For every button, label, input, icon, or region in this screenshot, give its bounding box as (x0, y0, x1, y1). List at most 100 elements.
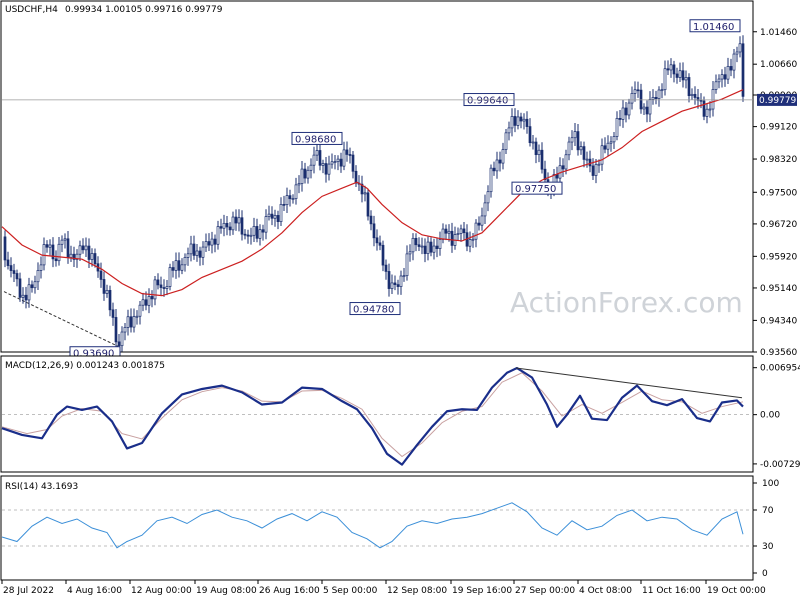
candle-body (276, 215, 280, 222)
candle-body (183, 257, 187, 266)
candle-body (564, 154, 568, 170)
peak-label-text: 0.99640 (467, 96, 508, 107)
macd-tick-label: 0.00 (760, 411, 780, 421)
candle-body (489, 167, 493, 193)
candle-body (726, 66, 730, 80)
candle-body (81, 245, 85, 251)
candle-body (495, 159, 499, 172)
candle-body (105, 289, 109, 294)
candle-body (663, 68, 667, 91)
candle-body (630, 93, 634, 104)
peak-label-text: 1.01460 (693, 22, 734, 33)
candle-body (669, 64, 673, 71)
candle-body (255, 226, 259, 239)
candle-body (180, 264, 184, 271)
candle-body (429, 241, 433, 253)
peak-label-text: 0.94780 (353, 305, 394, 316)
candle-body (111, 309, 115, 318)
peak-label-text: 0.98680 (295, 134, 336, 145)
candle-body (684, 77, 688, 81)
candle-body (714, 81, 718, 90)
candle-body (309, 164, 313, 171)
rsi-tick-label: 100 (762, 479, 779, 489)
candle-body (249, 234, 253, 237)
candle-body (528, 126, 532, 143)
candle-body (243, 233, 247, 236)
price-pane (0, 0, 754, 353)
candle-body (234, 216, 238, 224)
candle-body (99, 270, 103, 280)
sma-line-path (1, 89, 744, 297)
candle-body (72, 253, 76, 260)
candle-body (633, 89, 637, 94)
peak-label: 0.98680 (291, 131, 343, 145)
candle-body (333, 161, 337, 163)
candle-body (507, 127, 511, 134)
candle-body (321, 163, 325, 166)
y-tick-label: 0.98320 (760, 155, 797, 165)
candle-body (54, 258, 58, 262)
x-tick-label: 12 Aug 00:00 (131, 586, 192, 596)
candle-body (174, 260, 178, 271)
candle-body (132, 316, 136, 328)
candle-body (555, 174, 559, 179)
candle-body (39, 264, 43, 271)
candle-body (540, 149, 544, 170)
candle-body (57, 243, 61, 262)
macd-lines (1, 366, 744, 466)
candle-body (705, 108, 709, 117)
candle-body (534, 141, 538, 156)
rsi-tick-label: 30 (762, 542, 774, 552)
candle-body (330, 161, 334, 165)
candle-body (123, 327, 127, 333)
candle-body (192, 243, 196, 256)
candle-body (285, 195, 289, 205)
candle-body (417, 244, 421, 247)
candle-body (384, 264, 388, 272)
candle-body (237, 217, 241, 224)
chart-symbol: USDCHF,H4 (5, 5, 58, 15)
candle-body (609, 141, 613, 144)
candle-body (231, 216, 235, 231)
candle-body (681, 70, 685, 81)
peak-label-text: 0.93690 (73, 349, 114, 360)
candle-body (477, 222, 481, 226)
macd-pane (0, 355, 754, 473)
rsi-tick-label: 70 (762, 506, 774, 516)
rsi-line-path (1, 502, 744, 549)
price-candles (3, 35, 745, 352)
candle-body (642, 106, 646, 110)
candle-body (120, 331, 124, 347)
candle-body (615, 118, 619, 137)
candle-body (486, 191, 490, 204)
macd-axis: 0.006954 0.00 -0.007294 (2, 364, 800, 470)
candle-body (423, 245, 427, 254)
candle-body (612, 136, 616, 143)
x-tick-label: 5 Sep 00:00 (323, 586, 378, 596)
candle-body (219, 226, 223, 229)
candle-body (9, 265, 13, 271)
candle-body (537, 149, 541, 156)
peak-label: 0.97750 (511, 181, 563, 195)
candle-body (498, 159, 502, 164)
candle-body (735, 51, 739, 55)
last-price-marker: 0.99779 (2, 93, 797, 106)
candle-body (141, 299, 145, 306)
rsi-line (1, 502, 744, 549)
candle-body (543, 168, 547, 181)
candle-body (282, 204, 286, 206)
candle-body (363, 192, 367, 195)
candle-body (687, 77, 691, 97)
candle-body (51, 244, 55, 260)
candle-body (444, 228, 448, 234)
candle-body (129, 316, 133, 328)
candle-body (351, 154, 355, 172)
candle-body (582, 146, 586, 160)
candle-body (252, 226, 256, 236)
candle-body (396, 284, 400, 287)
candle-body (246, 234, 250, 237)
candle-body (720, 74, 724, 80)
candle-body (288, 195, 292, 200)
candle-body (648, 99, 652, 115)
candle-body (48, 244, 52, 248)
